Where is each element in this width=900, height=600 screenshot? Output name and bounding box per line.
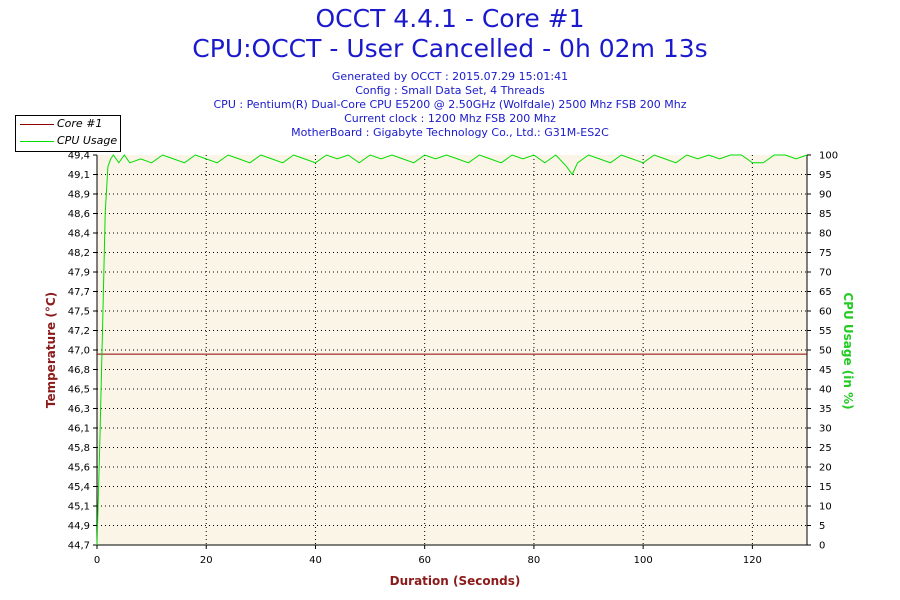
y-tick-label: 48,6 bbox=[68, 209, 90, 220]
x-tick-label: 60 bbox=[418, 555, 431, 566]
y2-tick-label: 80 bbox=[819, 229, 832, 240]
y2-tick-label: 75 bbox=[819, 248, 832, 259]
y2-tick-label: 85 bbox=[819, 209, 832, 220]
cpu-info: CPU : Pentium(R) Dual-Core CPU E5200 @ 2… bbox=[213, 98, 687, 111]
y-tick-label: 46,1 bbox=[68, 424, 90, 435]
y-tick-label: 49,4 bbox=[68, 151, 90, 162]
plot-area bbox=[97, 155, 807, 545]
y-tick-label: 44,7 bbox=[68, 541, 90, 552]
y2-tick-label: 50 bbox=[819, 346, 832, 357]
legend-item-cpu: CPU Usage bbox=[16, 133, 120, 149]
x-tick-label: 40 bbox=[309, 555, 322, 566]
y2-tick-label: 10 bbox=[819, 502, 832, 513]
y2-tick-label: 90 bbox=[819, 190, 832, 201]
y2-tick-label: 20 bbox=[819, 463, 832, 474]
y-tick-label: 46,3 bbox=[68, 404, 90, 415]
motherboard-info: MotherBoard : Gigabyte Technology Co., L… bbox=[291, 126, 609, 139]
y-tick-label: 46,8 bbox=[68, 365, 90, 376]
y-tick-label: 48,4 bbox=[68, 229, 90, 240]
clock-info: Current clock : 1200 Mhz FSB 200 Mhz bbox=[344, 112, 556, 125]
y2-tick-label: 55 bbox=[819, 326, 832, 337]
legend: Core #1 CPU Usage bbox=[15, 115, 121, 152]
y2-tick-label: 45 bbox=[819, 365, 832, 376]
y-tick-label: 45,8 bbox=[68, 443, 90, 454]
y2-tick-label: 95 bbox=[819, 170, 832, 181]
chart-subtitle: CPU:OCCT - User Cancelled - 0h 02m 13s bbox=[192, 34, 708, 63]
x-tick-label: 80 bbox=[528, 555, 541, 566]
legend-swatch-core bbox=[20, 124, 54, 125]
chart-title: OCCT 4.4.1 - Core #1 bbox=[315, 4, 585, 33]
x-tick-label: 20 bbox=[200, 555, 213, 566]
legend-item-core: Core #1 bbox=[16, 116, 120, 132]
y-tick-label: 48,9 bbox=[68, 190, 90, 201]
y-tick-label: 47,2 bbox=[68, 326, 90, 337]
y-tick-label: 47,0 bbox=[68, 346, 90, 357]
series-cpu-usage-line bbox=[96, 154, 808, 546]
y2-tick-label: 35 bbox=[819, 404, 832, 415]
y-tick-label: 45,4 bbox=[68, 482, 90, 493]
y-tick-label: 44,9 bbox=[68, 521, 90, 532]
legend-label-cpu: CPU Usage bbox=[57, 134, 118, 147]
y-tick-label: 47,7 bbox=[68, 287, 90, 298]
y2-tick-label: 40 bbox=[819, 385, 832, 396]
y-tick-label: 45,6 bbox=[68, 463, 90, 474]
config-info: Config : Small Data Set, 4 Threads bbox=[355, 84, 545, 97]
y-tick-label: 47,5 bbox=[68, 307, 90, 318]
generated-info: Generated by OCCT : 2015.07.29 15:01:41 bbox=[331, 70, 569, 83]
y2-tick-label: 5 bbox=[819, 521, 825, 532]
legend-swatch-cpu bbox=[20, 141, 54, 142]
y2-tick-label: 25 bbox=[819, 443, 832, 454]
x-tick-label: 0 bbox=[94, 555, 100, 566]
y-tick-label: 48,2 bbox=[68, 248, 90, 259]
y2-tick-label: 70 bbox=[819, 268, 832, 279]
y-axis-label: Temperature (°C) bbox=[44, 292, 58, 408]
legend-label-core: Core #1 bbox=[57, 117, 103, 130]
y2-tick-label: 0 bbox=[819, 541, 825, 552]
x-tick-label: 100 bbox=[634, 555, 653, 566]
y-tick-label: 45,1 bbox=[68, 502, 90, 513]
y2-tick-label: 65 bbox=[819, 287, 832, 298]
y2-tick-label: 15 bbox=[819, 482, 832, 493]
x-axis-label: Duration (Seconds) bbox=[390, 574, 521, 588]
y2-tick-label: 30 bbox=[819, 424, 832, 435]
y-tick-label: 46,5 bbox=[68, 385, 90, 396]
y2-tick-label: 100 bbox=[819, 151, 838, 162]
y-tick-label: 49,1 bbox=[68, 170, 90, 181]
y-tick-label: 47,9 bbox=[68, 268, 90, 279]
y2-tick-label: 60 bbox=[819, 307, 832, 318]
x-tick-label: 120 bbox=[743, 555, 762, 566]
y2-axis-label: CPU Usage (in %) bbox=[841, 292, 855, 409]
